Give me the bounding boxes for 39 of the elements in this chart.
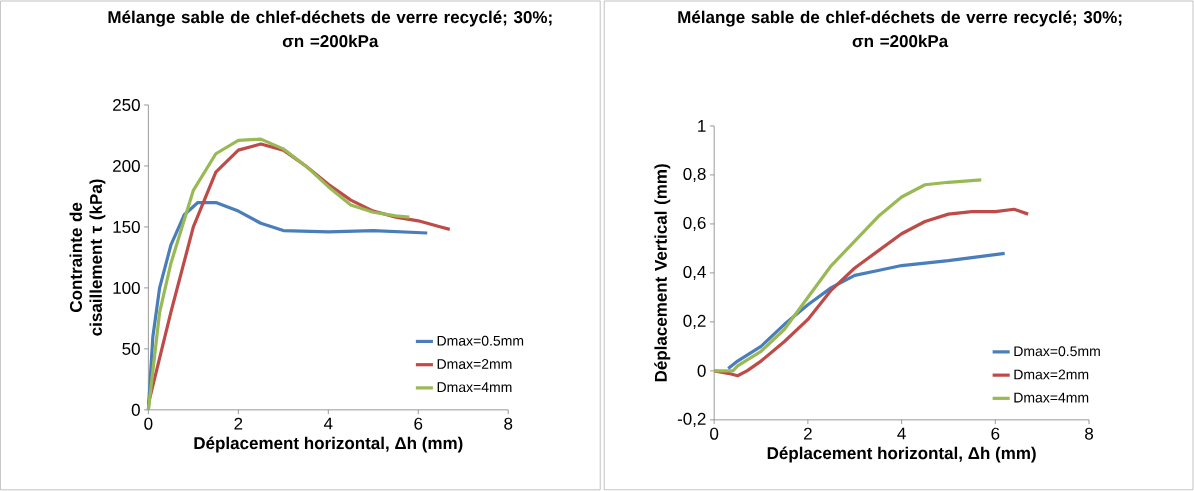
x-tick-label: 4 <box>323 417 333 430</box>
y-tick-label: -0,2 <box>677 412 706 427</box>
y-tick-label: 150 <box>113 220 140 234</box>
legend-label: Dmax=4mm <box>1014 392 1089 403</box>
line-series <box>726 251 1007 371</box>
y-tick-label: 0,6 <box>683 216 706 232</box>
x-tick-label: 0 <box>710 427 719 440</box>
legend-label: Dmax=2mm <box>437 359 512 370</box>
y-tick-label: 0,4 <box>683 265 706 281</box>
chart-subtitle: σn =200kPa <box>852 34 949 48</box>
x-tick-label: 0 <box>144 417 153 430</box>
y-tick-label: 50 <box>122 342 140 355</box>
y-tick-label: 0,2 <box>683 314 706 329</box>
x-tick-label: 8 <box>1085 427 1094 440</box>
legend-label: Dmax=2mm <box>1014 369 1089 380</box>
x-tick-label: 4 <box>897 427 906 440</box>
x-axis-title: Déplacement horizontal, Δh (mm) <box>194 436 463 453</box>
y-tick-label: 0,8 <box>683 167 706 183</box>
y-axis-title: Contrainte de cisaillement τ (kPa) <box>69 179 106 336</box>
x-tick-label: 6 <box>991 427 1000 440</box>
y-tick-label: 100 <box>113 281 140 294</box>
legend-label: Dmax=0.5mm <box>1014 346 1100 357</box>
chart-subtitle: σn =200kPa <box>282 34 379 48</box>
y-tick-label: 200 <box>113 160 140 173</box>
x-tick-label: 6 <box>414 417 423 430</box>
y-tick-label: 250 <box>113 99 140 112</box>
chart-title: Mélange sable de chlef-déchets de verre recyclé; 30%; <box>108 10 552 27</box>
y-axis-title: Déplacement Vertical (mm) <box>654 164 671 382</box>
x-axis-title: Déplacement horizontal, Δh (mm) <box>767 446 1036 463</box>
y-tick-label: 0 <box>131 403 140 416</box>
chart-title: Mélange sable de chlef-déchets de verre recyclé; 30%; <box>678 10 1122 27</box>
legend-label: Dmax=0.5mm <box>437 335 524 346</box>
x-tick-label: 2 <box>234 417 243 430</box>
legend-label: Dmax=4mm <box>437 382 512 393</box>
y-tick-label: 0 <box>697 364 706 377</box>
y-tick-label: 1 <box>698 120 706 132</box>
x-tick-label: 8 <box>504 417 513 430</box>
x-tick-label: 2 <box>804 427 812 440</box>
line-series <box>146 137 411 412</box>
